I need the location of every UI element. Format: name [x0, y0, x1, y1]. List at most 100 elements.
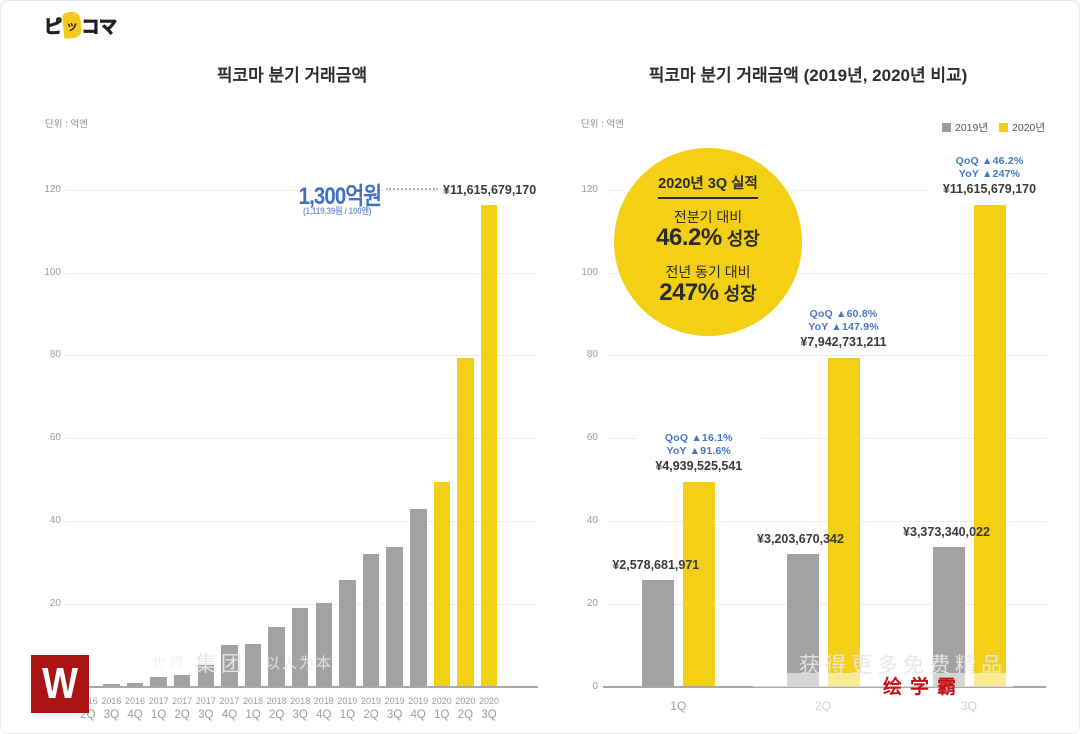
left-bar-2017-3Q: [197, 665, 215, 687]
right-unit-label: 단위 : 억엔: [581, 119, 624, 130]
left-ytick-120: 120: [44, 183, 61, 195]
left-bar-2020-1Q: [433, 482, 451, 687]
legend-item-2019: 2019년: [942, 120, 988, 135]
right-value-2019-1Q: ¥2,578,681,971: [612, 558, 700, 573]
left-xlabel-2019-1Q: 2019 1Q: [337, 696, 358, 721]
legend-item-2020: 2020년: [999, 120, 1045, 135]
watermark-right-brand: 绘学霸: [883, 677, 965, 698]
left-bar-2018-2Q: [268, 627, 285, 687]
right-xlabel-2Q: 2Q: [814, 699, 831, 713]
piccoma-logo: ピ ッ コマ: [44, 9, 118, 43]
right-value-2020-2Q: ¥7,942,731,211: [781, 334, 906, 350]
watermark-w-logo: W: [31, 655, 89, 713]
left-xlabel-2016-4Q: 2016 4Q: [124, 696, 146, 721]
logo-text-koma: コマ: [81, 17, 118, 38]
right-gridline-120: [608, 189, 1046, 191]
left-gridline-100: [65, 272, 538, 274]
right-bar-2019-3Q: [932, 547, 965, 687]
right-ytick-0: 0: [592, 681, 598, 692]
right-value-2020-3Q: ¥11,615,679,170: [927, 182, 1052, 198]
right-bar-2019-1Q: [641, 580, 674, 687]
left-bar-2018-3Q: [291, 608, 309, 687]
left-bar-2018-1Q: [244, 643, 262, 687]
left-bar-2018-4Q: [315, 602, 333, 687]
right-gridline-100: [608, 272, 1046, 274]
right-qoq-1Q: QoQ ▲16.1%: [636, 432, 761, 446]
left-gridline-20: [65, 604, 538, 606]
left-bar-2019-2Q: [362, 554, 380, 687]
badge-subtitle-yoy: 전년 동기 대비: [665, 264, 751, 280]
left-xlabel-2020-2Q: 2020 2Q: [455, 696, 476, 721]
watermark-left-slogan: 以人为本: [265, 655, 334, 672]
logo-text-pi: ピ: [44, 17, 63, 38]
right-gridline-20: [608, 604, 1046, 606]
left-gridline-60: [65, 438, 538, 440]
legend-swatch-2019: [942, 123, 951, 132]
left-x-axis: [65, 686, 538, 688]
right-value-2019-2Q: ¥3,203,670,342: [757, 532, 844, 547]
left-xlabel-2018-1Q: 2018 1Q: [242, 696, 264, 721]
right-bar-2020-1Q: [682, 482, 715, 687]
right-yoy-1Q: YoY ▲91.6%: [636, 445, 761, 459]
left-bar-2020-3Q: [480, 205, 498, 687]
right-bar-2020-3Q: [973, 205, 1006, 687]
w-logo-letter: W: [42, 659, 78, 709]
left-xlabel-2017-4Q: 2017 4Q: [219, 696, 240, 721]
right-gridline-60: [608, 438, 1046, 440]
right-ytick-40: 40: [586, 515, 598, 527]
right-value-2019-3Q: ¥3,373,340,022: [903, 525, 990, 540]
left-annotation-dotted-line: [386, 188, 438, 192]
left-bar-2016-3Q: [103, 684, 120, 687]
watermark-left-main: 集团: [195, 653, 247, 676]
watermark-right-text: 获得更多免费精品: [799, 654, 1007, 677]
right-gridline-40: [608, 521, 1046, 523]
right-x-axis: [603, 686, 1046, 688]
right-xlabel-3Q: 3Q: [960, 699, 977, 713]
left-ytick-20: 20: [49, 598, 61, 610]
right-qoq-2Q: QoQ ▲60.8%: [781, 307, 906, 321]
legend-label-2019: 2019년: [955, 122, 989, 134]
right-bar-2020-2Q: [827, 357, 860, 687]
left-xlabel-2020-3Q: 2020 3Q: [478, 696, 500, 721]
left-xlabel-2019-4Q: 2019 4Q: [408, 696, 429, 721]
left-ytick-100: 100: [44, 266, 61, 278]
badge-growth-qoq: 46.2% 성장: [656, 224, 760, 251]
right-ytick-80: 80: [586, 349, 598, 361]
left-xlabel-2018-4Q: 2018 4Q: [313, 696, 334, 721]
left-gridline-80: [65, 355, 538, 357]
left-bar-2020-2Q: [457, 357, 474, 687]
badge-growth-yoy: 247% 성장: [659, 279, 757, 306]
left-bar-2019-1Q: [339, 580, 356, 687]
left-xlabel-2017-1Q: 2017 1Q: [148, 696, 169, 721]
left-bar-2019-4Q: [410, 509, 427, 687]
left-bar-2017-1Q: [150, 676, 167, 687]
left-xlabel-2016-3Q: 2016 3Q: [101, 696, 122, 721]
right-xlabel-1Q: 1Q: [670, 699, 687, 713]
left-ytick-40: 40: [49, 515, 61, 527]
left-gridline-40: [65, 521, 538, 523]
legend-swatch-2020: [999, 123, 1009, 132]
right-ytick-60: 60: [586, 432, 598, 444]
left-bar-2019-3Q: [386, 547, 403, 687]
left-annotation-jpy: ¥11,615,679,170: [441, 183, 539, 198]
left-chart-title: 픽코마 분기 거래금액: [216, 66, 368, 85]
left-unit-label: 단위 : 억엔: [45, 119, 88, 130]
right-chart-title: 픽코마 분기 거래금액 (2019년, 2020년 비교): [648, 66, 968, 85]
left-xlabel-2019-2Q: 2019 2Q: [360, 696, 382, 721]
right-ytick-120: 120: [581, 183, 598, 195]
left-bar-2017-4Q: [221, 644, 238, 687]
left-xlabel-2018-2Q: 2018 2Q: [266, 696, 287, 721]
left-annotation-krw: 1,300억원: [298, 183, 381, 210]
right-value-2020-1Q: ¥4,939,525,541: [636, 459, 761, 475]
left-ytick-80: 80: [49, 349, 61, 361]
badge-title: 2020년 3Q 실적: [614, 172, 802, 199]
badge-subtitle-qoq: 전분기 대비: [673, 209, 743, 225]
left-annotation-rate: (1,119.39원 / 100엔): [303, 206, 372, 216]
right-yoy-3Q: YoY ▲247%: [927, 168, 1052, 182]
left-xlabel-2017-3Q: 2017 3Q: [195, 696, 216, 721]
left-xlabel-2020-1Q: 2020 1Q: [431, 696, 452, 721]
left-xlabel-2019-3Q: 2019 3Q: [384, 696, 405, 721]
right-qoq-3Q: QoQ ▲46.2%: [927, 155, 1052, 169]
